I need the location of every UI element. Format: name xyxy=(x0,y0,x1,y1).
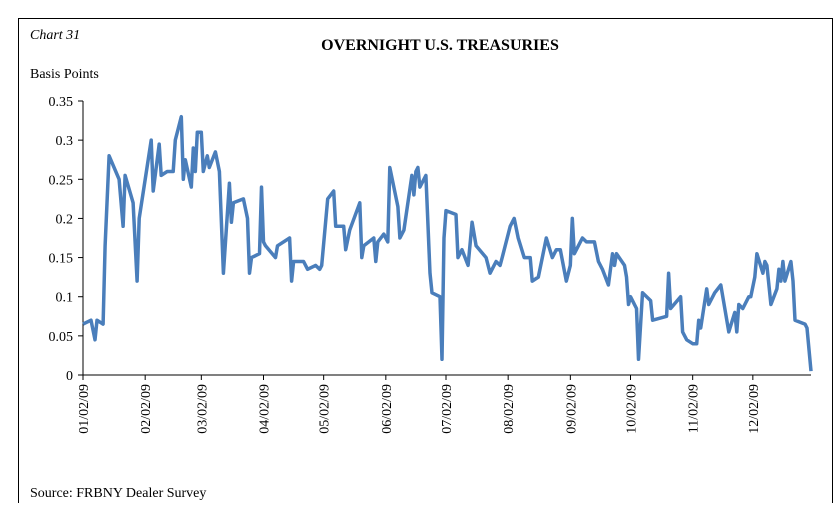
x-tick-label: 07/02/09 xyxy=(440,384,455,434)
x-tick-label: 10/02/09 xyxy=(625,384,640,434)
y-tick-label: 0.3 xyxy=(56,134,74,149)
x-tick-label: 11/02/09 xyxy=(687,384,702,433)
y-tick-label: 0 xyxy=(66,369,73,384)
x-tick-label: 12/02/09 xyxy=(747,384,762,434)
x-tick-label: 08/02/09 xyxy=(502,384,517,434)
x-tick-label: 02/02/09 xyxy=(139,384,154,434)
y-tick-label: 0.15 xyxy=(49,252,74,267)
x-tick-label: 03/02/09 xyxy=(195,384,210,434)
x-tick-label: 06/02/09 xyxy=(380,384,395,434)
x-tick-label: 01/02/09 xyxy=(77,384,92,434)
chart-border xyxy=(18,18,833,508)
x-tick-label: 04/02/09 xyxy=(257,384,272,434)
chart-title: OVERNIGHT U.S. TREASURIES xyxy=(321,37,559,54)
y-tick-label: 0.2 xyxy=(56,212,74,227)
y-tick-label: 0.25 xyxy=(49,173,74,188)
x-tick-label: 05/02/09 xyxy=(318,384,333,434)
y-axis-label: Basis Points xyxy=(30,67,99,82)
y-tick-label: 0.35 xyxy=(49,95,74,110)
y-tick-label: 0.1 xyxy=(56,291,74,306)
y-tick-label: 0.05 xyxy=(49,330,74,345)
line xyxy=(82,114,813,372)
x-tick-label: 09/02/09 xyxy=(564,384,579,434)
source: Source: FRBNY Dealer Survey xyxy=(30,486,206,501)
chart-label: Chart 31 xyxy=(30,28,80,43)
